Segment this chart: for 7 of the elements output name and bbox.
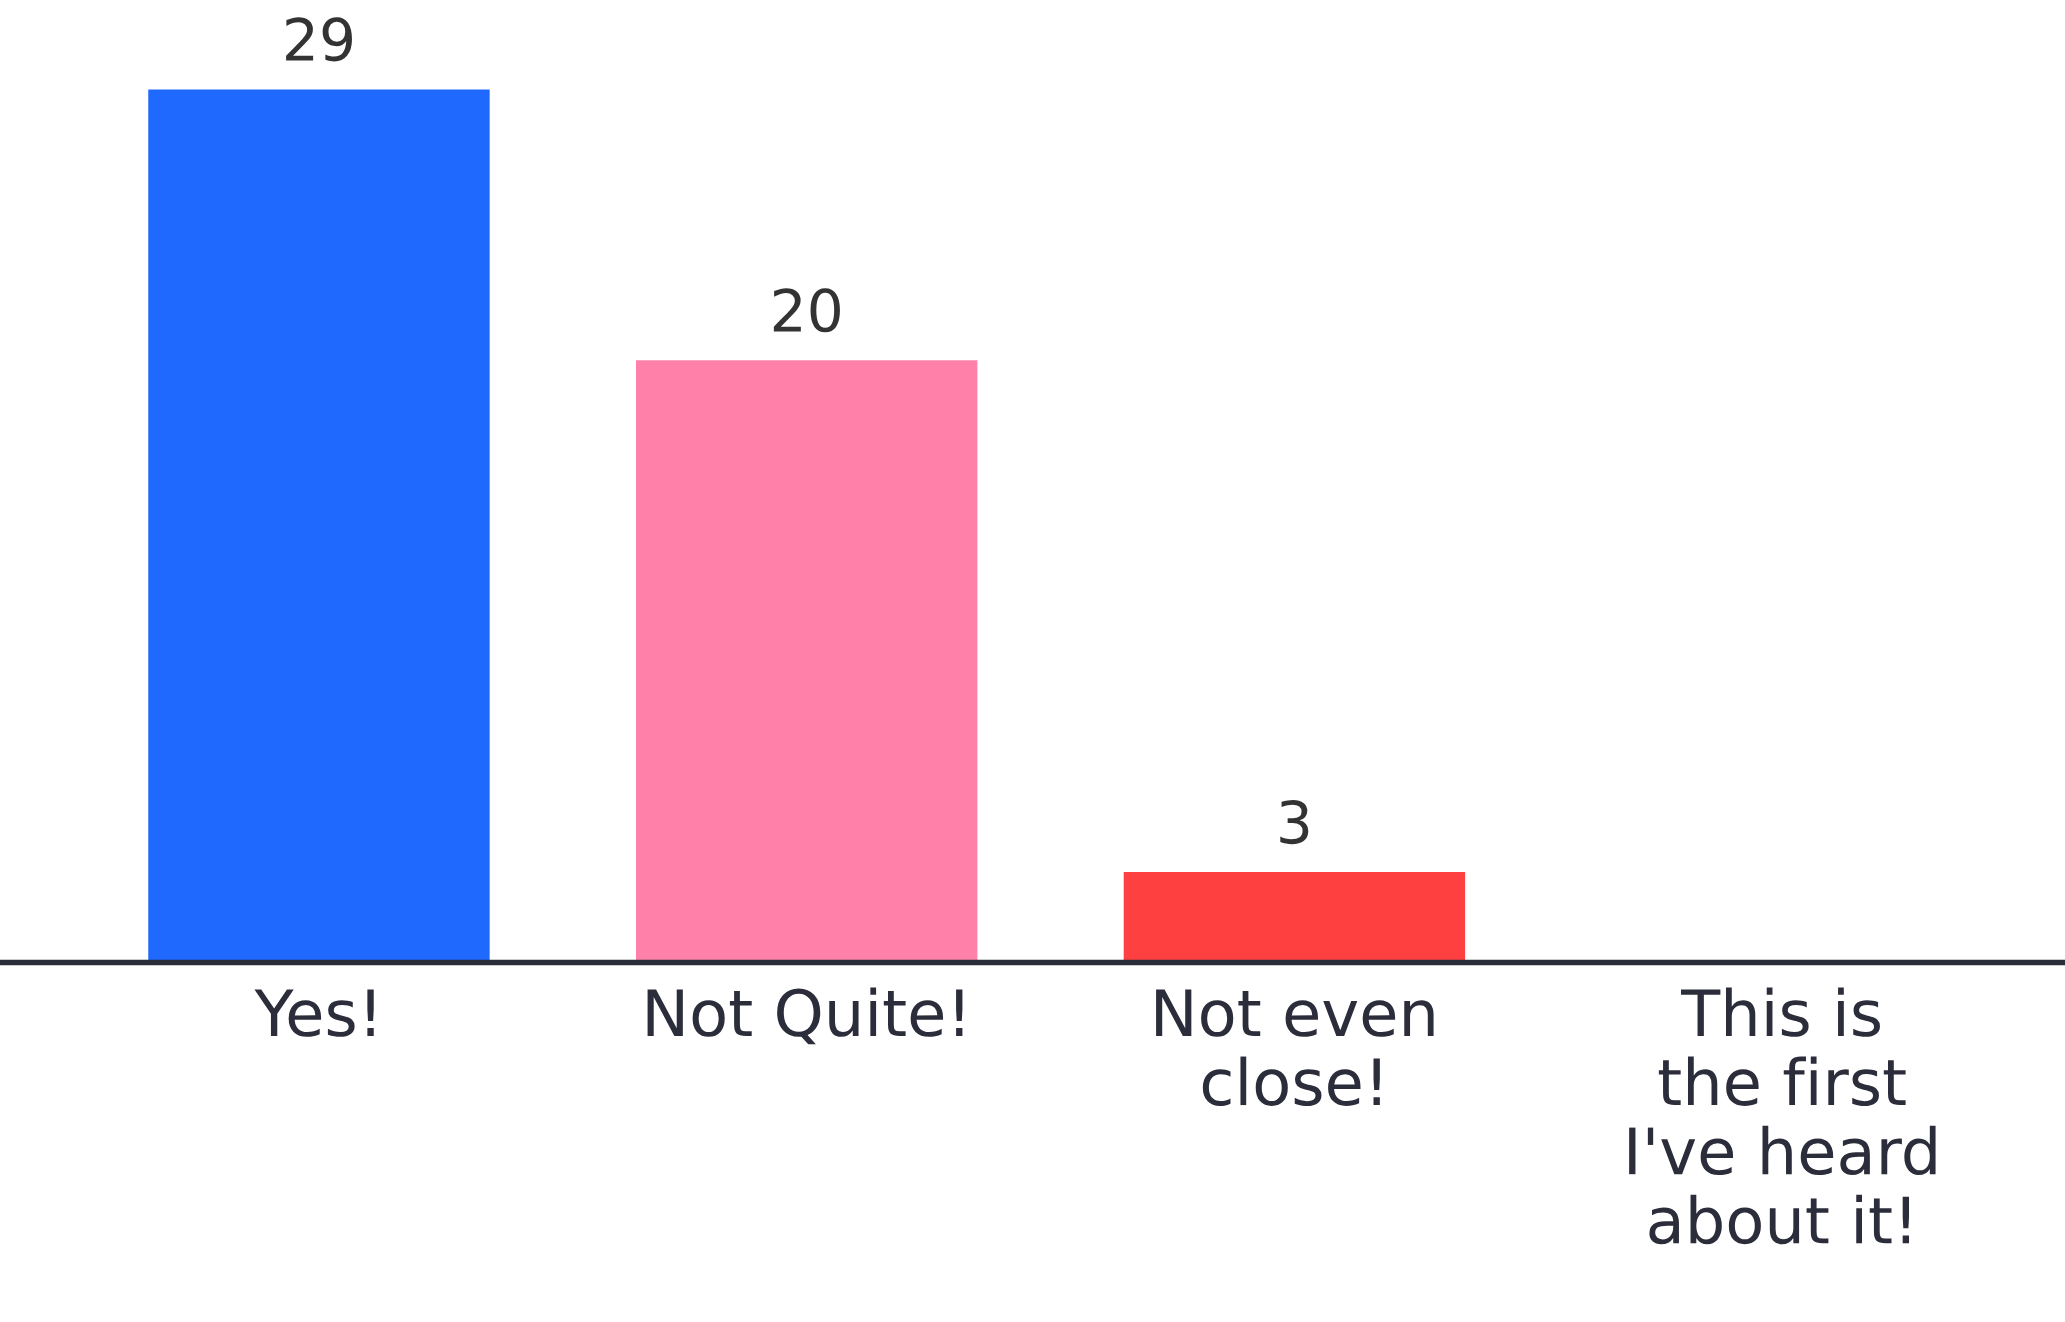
data-label: 20 — [773, 288, 840, 333]
x-tick-label: Yes! — [254, 989, 374, 1037]
data-label: 29 — [286, 17, 352, 62]
x-tick-label: Not even close! — [1156, 989, 1434, 1106]
x-tick-label: Not Quite! — [647, 987, 963, 1045]
data-label: 3 — [1280, 800, 1309, 845]
x-tick-label: This is the first I've heard about it! — [1629, 987, 1936, 1245]
